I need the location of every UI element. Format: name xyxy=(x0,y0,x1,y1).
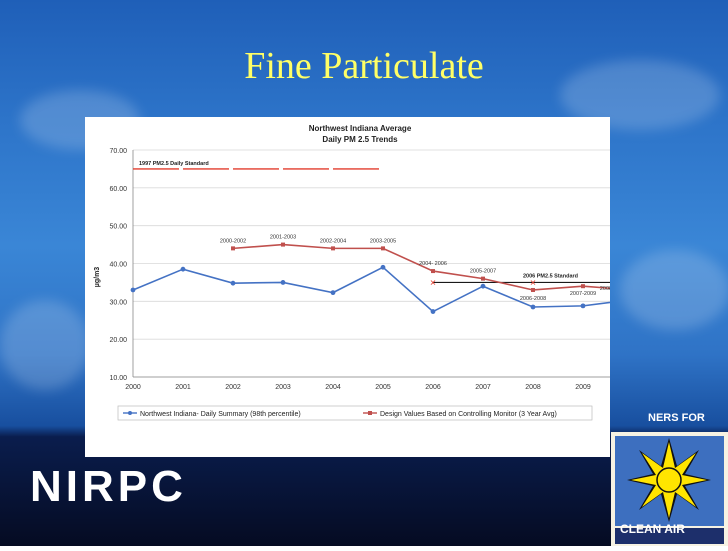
cloud-decoration xyxy=(620,250,728,330)
sun-icon xyxy=(611,432,728,546)
design-value-label: 2005-2007 xyxy=(470,269,496,275)
legend-box xyxy=(117,405,593,421)
design-value-label: 2002-2004 xyxy=(320,238,346,244)
nirpc-logo: NIRPC xyxy=(30,462,187,511)
legend-marker xyxy=(128,411,132,415)
chart-title: Northwest Indiana Average xyxy=(309,124,412,133)
slide-title: Fine Particulate xyxy=(244,45,484,87)
data-point xyxy=(480,283,486,289)
x-tick-label: 2009 xyxy=(575,384,591,391)
legend-label: Design Values Based on Controlling Monit… xyxy=(380,411,557,418)
data-point xyxy=(231,246,235,251)
standard-2006-marker: ✕ xyxy=(530,278,537,287)
legend-label: Northwest Indiana- Daily Summary (98th p… xyxy=(140,411,301,418)
data-point xyxy=(580,303,586,309)
y-tick-label: 10.00 xyxy=(109,375,127,382)
x-tick-label: 2006 xyxy=(425,384,441,391)
partners-label: NERS FOR xyxy=(648,412,705,424)
data-point xyxy=(581,284,585,289)
standard-2006-marker: ✕ xyxy=(430,278,437,287)
standard-1997-label: 1997 PM2.5 Daily Standard xyxy=(139,161,209,167)
design-value-label: 2006-2008 xyxy=(520,296,546,302)
design-value-label: 2008-2010 xyxy=(600,286,610,292)
x-tick-label: 2002 xyxy=(225,384,241,391)
x-tick-label: 2005 xyxy=(375,384,391,391)
y-tick-label: 50.00 xyxy=(109,224,127,231)
data-point xyxy=(430,309,436,314)
design-value-label: 2000-2002 xyxy=(220,238,246,244)
design-value-label: 2001-2003 xyxy=(270,235,296,241)
data-point xyxy=(380,264,386,270)
y-tick-label: 30.00 xyxy=(109,299,127,306)
y-tick-label: 40.00 xyxy=(109,262,127,269)
cloud-decoration xyxy=(0,300,90,390)
y-axis-label: µg/m3 xyxy=(94,267,101,287)
design-value-label: 2007-2009 xyxy=(570,291,596,297)
x-tick-label: 2008 xyxy=(525,384,541,391)
data-point xyxy=(280,280,286,285)
x-tick-label: 2001 xyxy=(175,384,191,391)
y-tick-label: 70.00 xyxy=(109,148,127,155)
data-point xyxy=(381,246,385,251)
chart-panel: Northwest Indiana Average Daily PM 2.5 Tr… xyxy=(85,117,641,457)
data-point xyxy=(431,269,435,274)
x-tick-label: 2004 xyxy=(325,384,341,391)
x-tick-label: 2000 xyxy=(125,384,141,391)
data-point xyxy=(331,246,335,251)
chart-subtitle: Daily PM 2.5 Trends xyxy=(322,135,398,144)
clean-air-label: CLEAN AIR xyxy=(620,522,685,536)
x-tick-label: 2007 xyxy=(475,384,491,391)
data-point xyxy=(531,287,535,292)
data-point xyxy=(281,242,285,247)
data-point xyxy=(330,290,336,296)
pm25-trend-chart: Northwest Indiana Average Daily PM 2.5 Tr… xyxy=(94,124,641,421)
standard-2006-label: 2006 PM2.5 Standard xyxy=(523,273,578,279)
data-point xyxy=(180,266,186,272)
data-point xyxy=(230,280,236,286)
design-value-label: 2004- 2006 xyxy=(419,261,447,267)
data-point xyxy=(530,304,536,310)
y-tick-label: 20.00 xyxy=(109,337,127,344)
x-tick-label: 2003 xyxy=(275,384,291,391)
y-tick-label: 60.00 xyxy=(109,186,127,193)
partners-for-clean-air-logo xyxy=(611,418,728,546)
design-value-label: 2003-2005 xyxy=(370,238,396,244)
data-point xyxy=(481,276,485,281)
legend-marker xyxy=(368,411,372,415)
data-point xyxy=(130,287,136,293)
